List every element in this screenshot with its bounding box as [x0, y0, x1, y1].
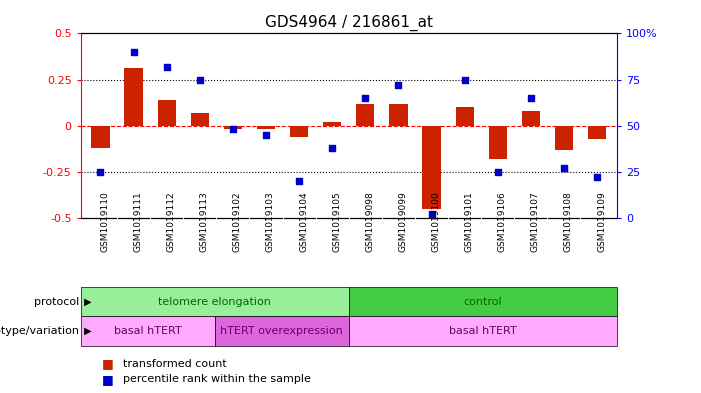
Text: protocol: protocol — [34, 297, 79, 307]
Bar — [349, 287, 617, 316]
Bar — [323, 122, 341, 126]
Text: GSM1019101: GSM1019101 — [465, 191, 474, 252]
Text: GSM1019107: GSM1019107 — [531, 191, 540, 252]
Text: percentile rank within the sample: percentile rank within the sample — [123, 374, 311, 384]
Text: GSM1019103: GSM1019103 — [266, 191, 275, 252]
Bar — [554, 126, 573, 150]
Point — [95, 169, 106, 175]
Text: GSM1019099: GSM1019099 — [398, 191, 407, 252]
Text: GSM1019112: GSM1019112 — [167, 191, 176, 252]
Bar — [349, 316, 617, 346]
Bar — [456, 107, 474, 126]
Text: basal hTERT: basal hTERT — [449, 326, 517, 336]
Text: GSM1019100: GSM1019100 — [432, 191, 440, 252]
Point — [393, 82, 404, 88]
Bar — [224, 126, 242, 129]
Text: ▶: ▶ — [81, 326, 92, 336]
Text: genotype/variation: genotype/variation — [0, 326, 79, 336]
Text: GSM1019113: GSM1019113 — [200, 191, 209, 252]
Bar — [158, 100, 176, 126]
Text: ■: ■ — [102, 357, 117, 370]
Bar — [423, 126, 441, 209]
Bar — [81, 316, 215, 346]
Point — [592, 174, 603, 181]
Text: hTERT overexpression: hTERT overexpression — [220, 326, 343, 336]
Point — [426, 211, 437, 218]
Bar — [522, 111, 540, 126]
Point — [227, 126, 238, 132]
Point — [360, 95, 371, 101]
Text: GSM1019109: GSM1019109 — [597, 191, 606, 252]
Point — [459, 76, 470, 83]
Point — [294, 178, 305, 184]
Text: GSM1019110: GSM1019110 — [100, 191, 109, 252]
Bar — [257, 126, 275, 129]
Point — [558, 165, 569, 171]
Bar — [191, 113, 209, 126]
Point — [327, 145, 338, 151]
Bar — [489, 126, 507, 159]
Bar — [215, 316, 349, 346]
Point — [525, 95, 536, 101]
Bar — [389, 104, 407, 126]
Text: telomere elongation: telomere elongation — [158, 297, 271, 307]
Text: control: control — [463, 297, 502, 307]
Point — [161, 64, 172, 70]
Bar — [125, 68, 143, 126]
Bar — [290, 126, 308, 137]
Point — [128, 49, 139, 55]
Text: GSM1019111: GSM1019111 — [134, 191, 142, 252]
Bar — [588, 126, 606, 139]
Text: transformed count: transformed count — [123, 358, 226, 369]
Text: ▶: ▶ — [81, 297, 92, 307]
Point — [260, 132, 271, 138]
Bar — [91, 126, 109, 148]
Text: GSM1019102: GSM1019102 — [233, 191, 242, 252]
Title: GDS4964 / 216861_at: GDS4964 / 216861_at — [265, 15, 433, 31]
Text: GSM1019106: GSM1019106 — [498, 191, 507, 252]
Bar — [81, 287, 349, 316]
Point — [194, 76, 205, 83]
Text: basal hTERT: basal hTERT — [114, 326, 182, 336]
Text: ■: ■ — [102, 373, 117, 386]
Text: GSM1019104: GSM1019104 — [299, 191, 308, 252]
Point — [492, 169, 503, 175]
Text: GSM1019098: GSM1019098 — [365, 191, 374, 252]
Text: GSM1019108: GSM1019108 — [564, 191, 573, 252]
Text: GSM1019105: GSM1019105 — [332, 191, 341, 252]
Bar — [356, 104, 374, 126]
